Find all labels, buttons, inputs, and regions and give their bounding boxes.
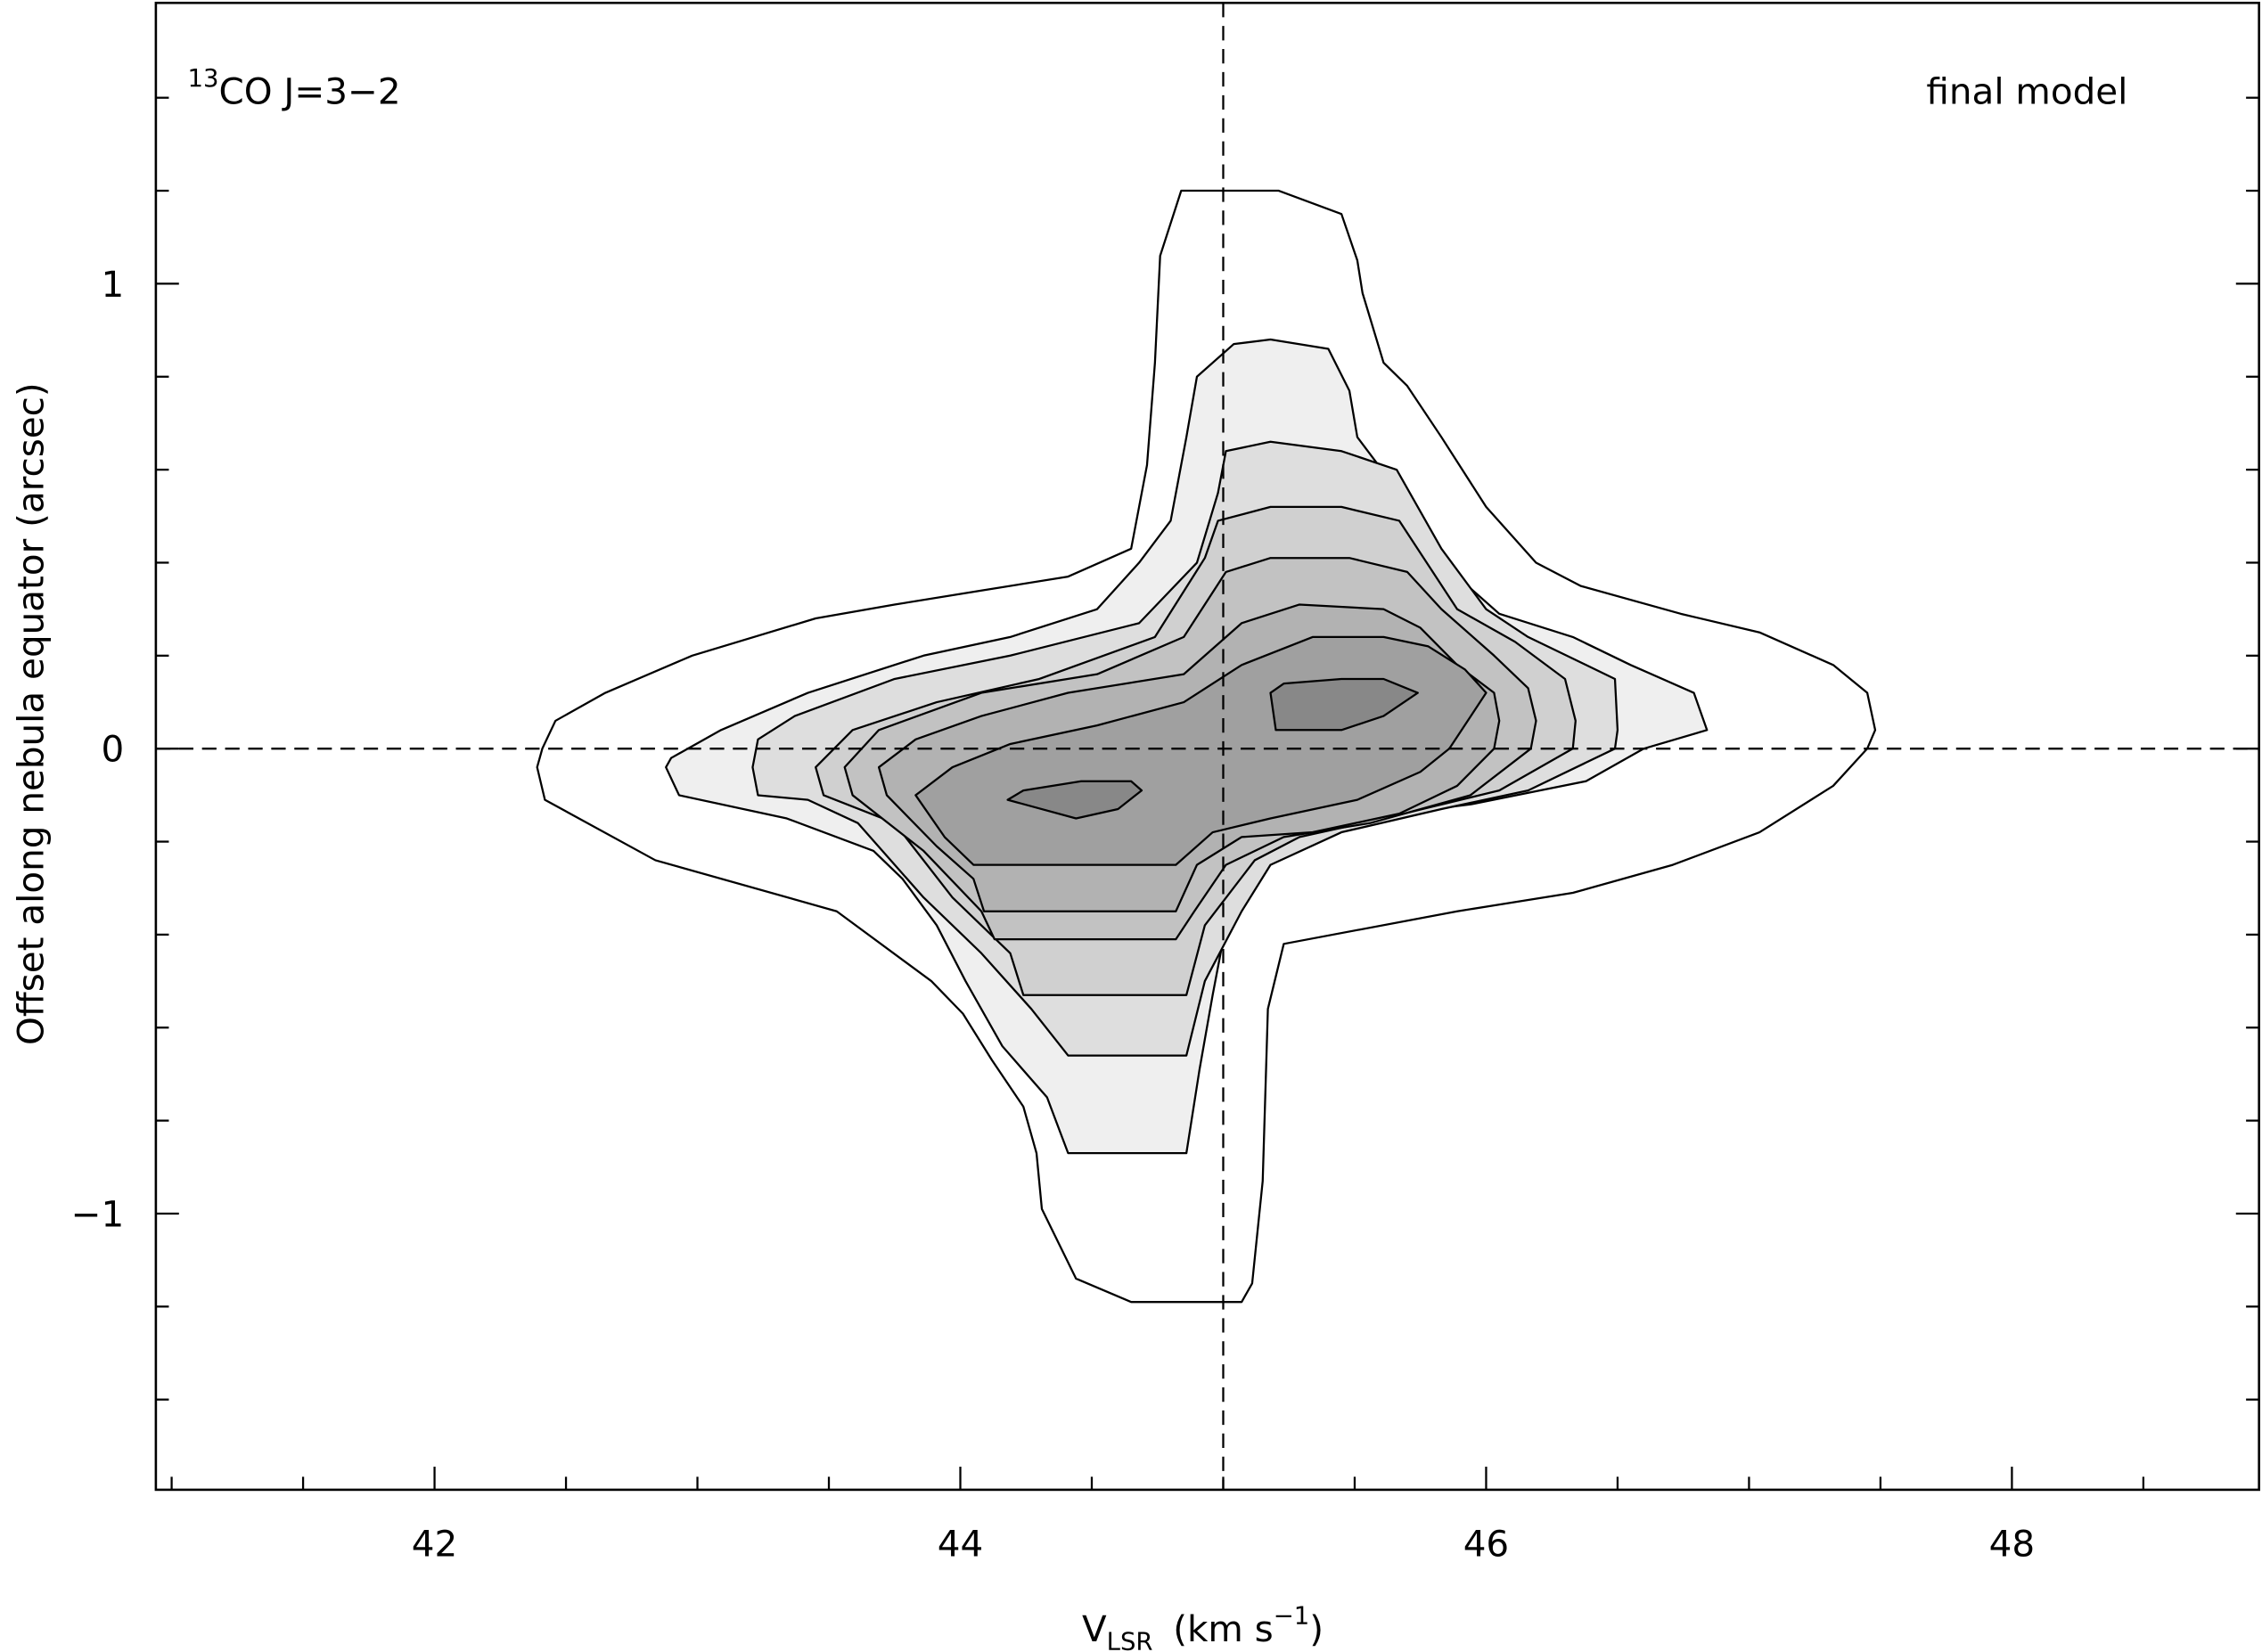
x-label-sub: LSR — [1107, 1628, 1153, 1652]
contour — [1269, 677, 1419, 732]
plot-frame — [154, 1, 2260, 1492]
y-tick-label: 1 — [102, 263, 125, 306]
x-tick-label: 48 — [1989, 1522, 2035, 1565]
annotation: 13CO J=3−2 — [187, 64, 400, 112]
x-axis-label: VLSR (km s−1) — [1082, 1601, 1324, 1652]
y-tick-label: −1 — [71, 1193, 125, 1236]
contour — [1006, 780, 1143, 820]
annotation-text: CO J=3−2 — [218, 70, 400, 113]
x-tick-label: 44 — [938, 1522, 983, 1565]
x-tick-label: 46 — [1463, 1522, 1509, 1565]
x-label-main: V — [1082, 1607, 1107, 1650]
label-right: final model — [1926, 70, 2127, 113]
y-tick-label: 0 — [102, 728, 125, 771]
x-label-sup: −1 — [1274, 1601, 1310, 1630]
x-label-unit: (km s — [1173, 1607, 1274, 1650]
x-label-close: ) — [1309, 1607, 1324, 1650]
y-axis-label: Offset along nebula equator (arcsec) — [10, 382, 53, 1045]
annotation-sup: 13 — [187, 64, 218, 93]
x-tick-label: 42 — [412, 1522, 457, 1565]
